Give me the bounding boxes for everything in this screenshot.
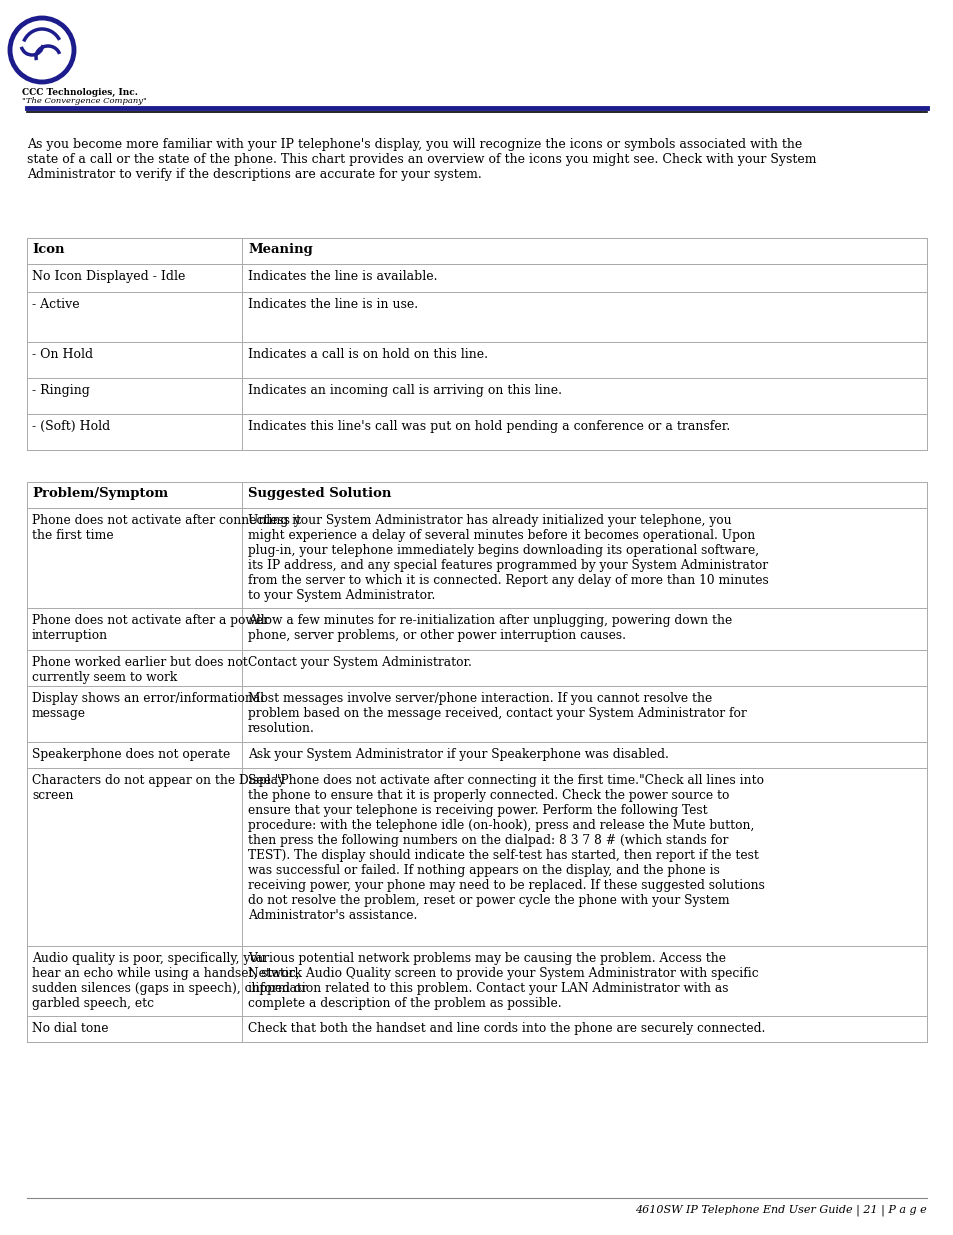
Text: No dial tone: No dial tone bbox=[32, 1023, 109, 1035]
Text: - On Hold: - On Hold bbox=[32, 348, 93, 361]
Text: Indicates this line's call was put on hold pending a conference or a transfer.: Indicates this line's call was put on ho… bbox=[248, 420, 729, 433]
Text: Speakerphone does not operate: Speakerphone does not operate bbox=[32, 748, 230, 761]
Text: - (Soft) Hold: - (Soft) Hold bbox=[32, 420, 111, 433]
Text: Icon: Icon bbox=[32, 243, 65, 256]
Text: Indicates a call is on hold on this line.: Indicates a call is on hold on this line… bbox=[248, 348, 488, 361]
Bar bbox=[27, 238, 926, 450]
Text: Allow a few minutes for re-initialization after unplugging, powering down the
ph: Allow a few minutes for re-initializatio… bbox=[248, 614, 732, 642]
Text: Ask your System Administrator if your Speakerphone was disabled.: Ask your System Administrator if your Sp… bbox=[248, 748, 668, 761]
Text: Characters do not appear on the Display
screen: Characters do not appear on the Display … bbox=[32, 774, 285, 802]
Text: Most messages involve server/phone interaction. If you cannot resolve the
proble: Most messages involve server/phone inter… bbox=[248, 692, 746, 735]
Text: Phone does not activate after connecting it
the first time: Phone does not activate after connecting… bbox=[32, 514, 301, 542]
Text: Phone worked earlier but does not
currently seem to work: Phone worked earlier but does not curren… bbox=[32, 656, 248, 684]
Text: - Ringing: - Ringing bbox=[32, 384, 90, 396]
Text: Suggested Solution: Suggested Solution bbox=[248, 487, 391, 500]
Text: Contact your System Administrator.: Contact your System Administrator. bbox=[248, 656, 472, 669]
Bar bbox=[27, 238, 926, 264]
Text: Meaning: Meaning bbox=[248, 243, 313, 256]
Text: Problem/Symptom: Problem/Symptom bbox=[32, 487, 168, 500]
Text: Phone does not activate after a power
interruption: Phone does not activate after a power in… bbox=[32, 614, 269, 642]
Bar bbox=[27, 482, 926, 1042]
Bar bbox=[27, 482, 926, 508]
Text: Check that both the handset and line cords into the phone are securely connected: Check that both the handset and line cor… bbox=[248, 1023, 764, 1035]
Text: Audio quality is poor, specifically, you
hear an echo while using a handset, sta: Audio quality is poor, specifically, you… bbox=[32, 952, 307, 1010]
Text: See "Phone does not activate after connecting it the first time."Check all lines: See "Phone does not activate after conne… bbox=[248, 774, 764, 923]
Text: "The Convergence Company": "The Convergence Company" bbox=[22, 98, 147, 105]
Text: No Icon Displayed - Idle: No Icon Displayed - Idle bbox=[32, 270, 185, 283]
Text: Unless your System Administrator has already initialized your telephone, you
mig: Unless your System Administrator has alr… bbox=[248, 514, 768, 601]
Text: Indicates an incoming call is arriving on this line.: Indicates an incoming call is arriving o… bbox=[248, 384, 561, 396]
Text: CCC Technologies, Inc.: CCC Technologies, Inc. bbox=[22, 88, 138, 98]
Text: Various potential network problems may be causing the problem. Access the
Networ: Various potential network problems may b… bbox=[248, 952, 758, 1010]
Text: Indicates the line is available.: Indicates the line is available. bbox=[248, 270, 437, 283]
Text: 4610SW IP Telephone End User Guide | 21 | P a g e: 4610SW IP Telephone End User Guide | 21 … bbox=[635, 1204, 926, 1215]
Text: - Active: - Active bbox=[32, 298, 79, 311]
Text: Display shows an error/informational
message: Display shows an error/informational mes… bbox=[32, 692, 264, 720]
Text: Indicates the line is in use.: Indicates the line is in use. bbox=[248, 298, 417, 311]
Text: As you become more familiar with your IP telephone's display, you will recognize: As you become more familiar with your IP… bbox=[27, 138, 816, 182]
